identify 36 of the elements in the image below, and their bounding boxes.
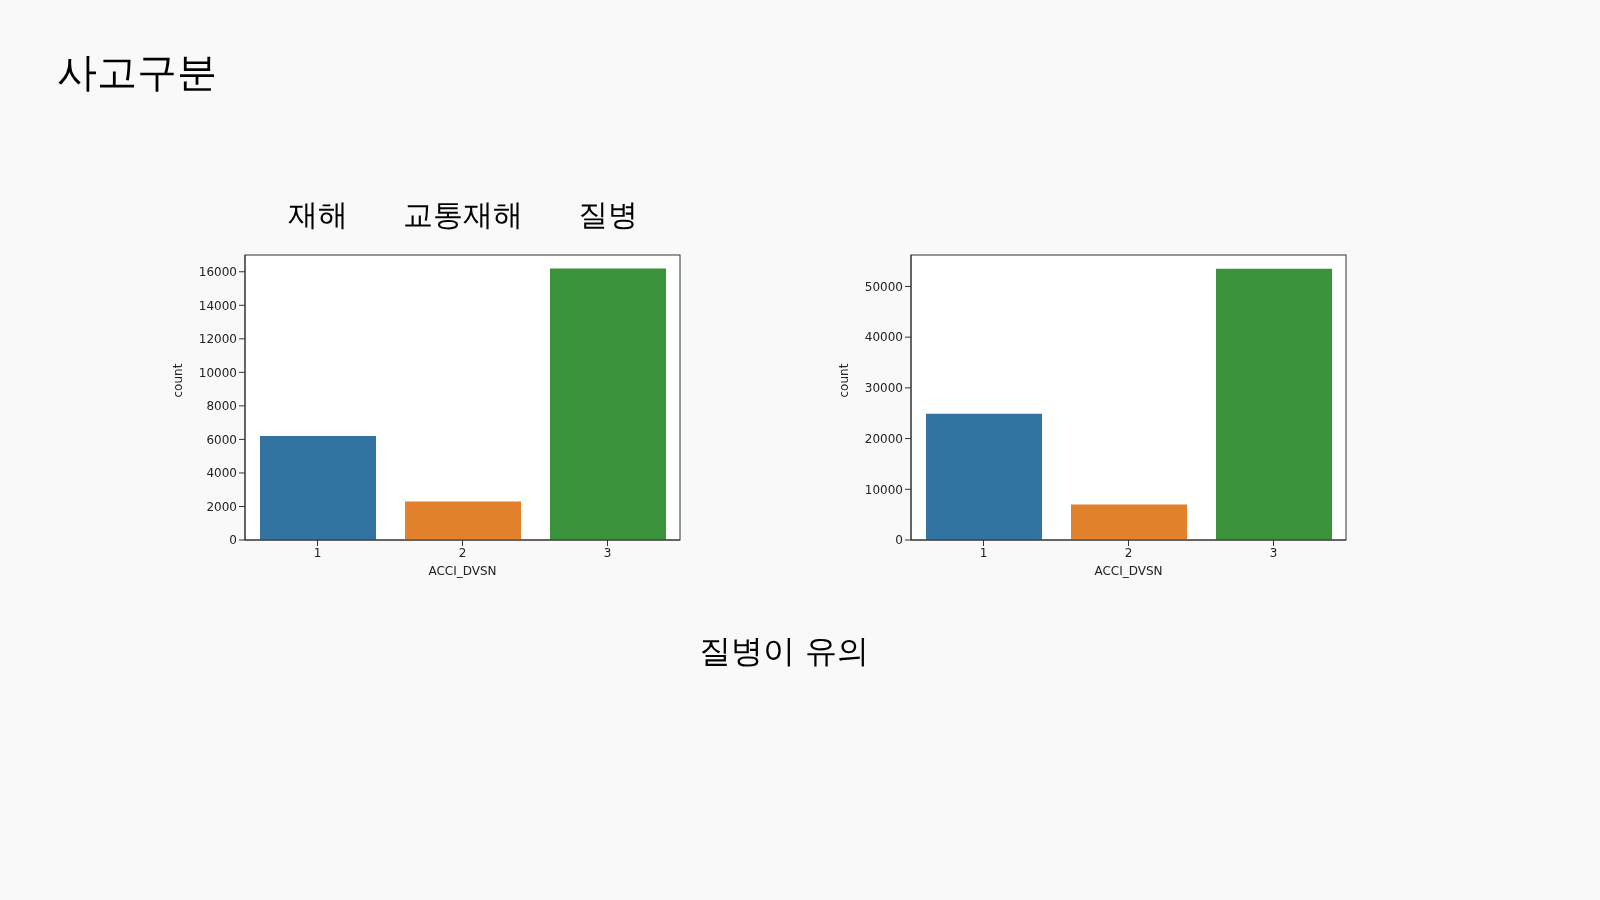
bar	[260, 436, 376, 540]
x-axis-title: ACCI_DVSN	[428, 564, 497, 578]
x-tick-label: 2	[1124, 545, 1133, 560]
x-tick-label: 3	[603, 545, 612, 560]
x-tick-label: 1	[313, 545, 322, 560]
y-tick-label: 2000	[206, 499, 237, 514]
y-tick-label: 14000	[198, 298, 237, 313]
bar	[550, 268, 666, 540]
y-tick-label: 50000	[864, 279, 903, 294]
text: 교통재해	[401, 196, 524, 234]
text: 질병	[577, 197, 638, 232]
y-tick-label: 16000	[198, 265, 237, 280]
y-tick-label: 12000	[198, 332, 237, 347]
y-tick-label: 10000	[198, 365, 237, 380]
x-tick-label: 1	[979, 545, 988, 560]
y-tick-label: 0	[895, 533, 903, 548]
x-axis-title: ACCI_DVSN	[1094, 564, 1163, 578]
y-axis-title: count	[171, 363, 186, 398]
x-tick-label: 3	[1269, 545, 1278, 560]
y-tick-label: 4000	[206, 466, 237, 481]
bar	[926, 413, 1042, 540]
chart-title: 사고구분	[57, 48, 217, 97]
bar	[1071, 504, 1187, 540]
y-tick-label: 20000	[864, 431, 903, 446]
text: 재해	[287, 197, 348, 232]
y-tick-label: 30000	[864, 381, 903, 396]
y-tick-label: 40000	[864, 330, 903, 345]
y-tick-label: 8000	[206, 399, 237, 414]
y-tick-label: 0	[229, 533, 237, 548]
bar	[1216, 268, 1332, 540]
y-tick-label: 10000	[864, 482, 903, 497]
y-tick-label: 6000	[206, 432, 237, 447]
bar	[405, 501, 521, 540]
y-axis-title: count	[837, 363, 852, 398]
text: 질병이 유의	[697, 631, 871, 672]
x-tick-label: 2	[458, 545, 467, 560]
